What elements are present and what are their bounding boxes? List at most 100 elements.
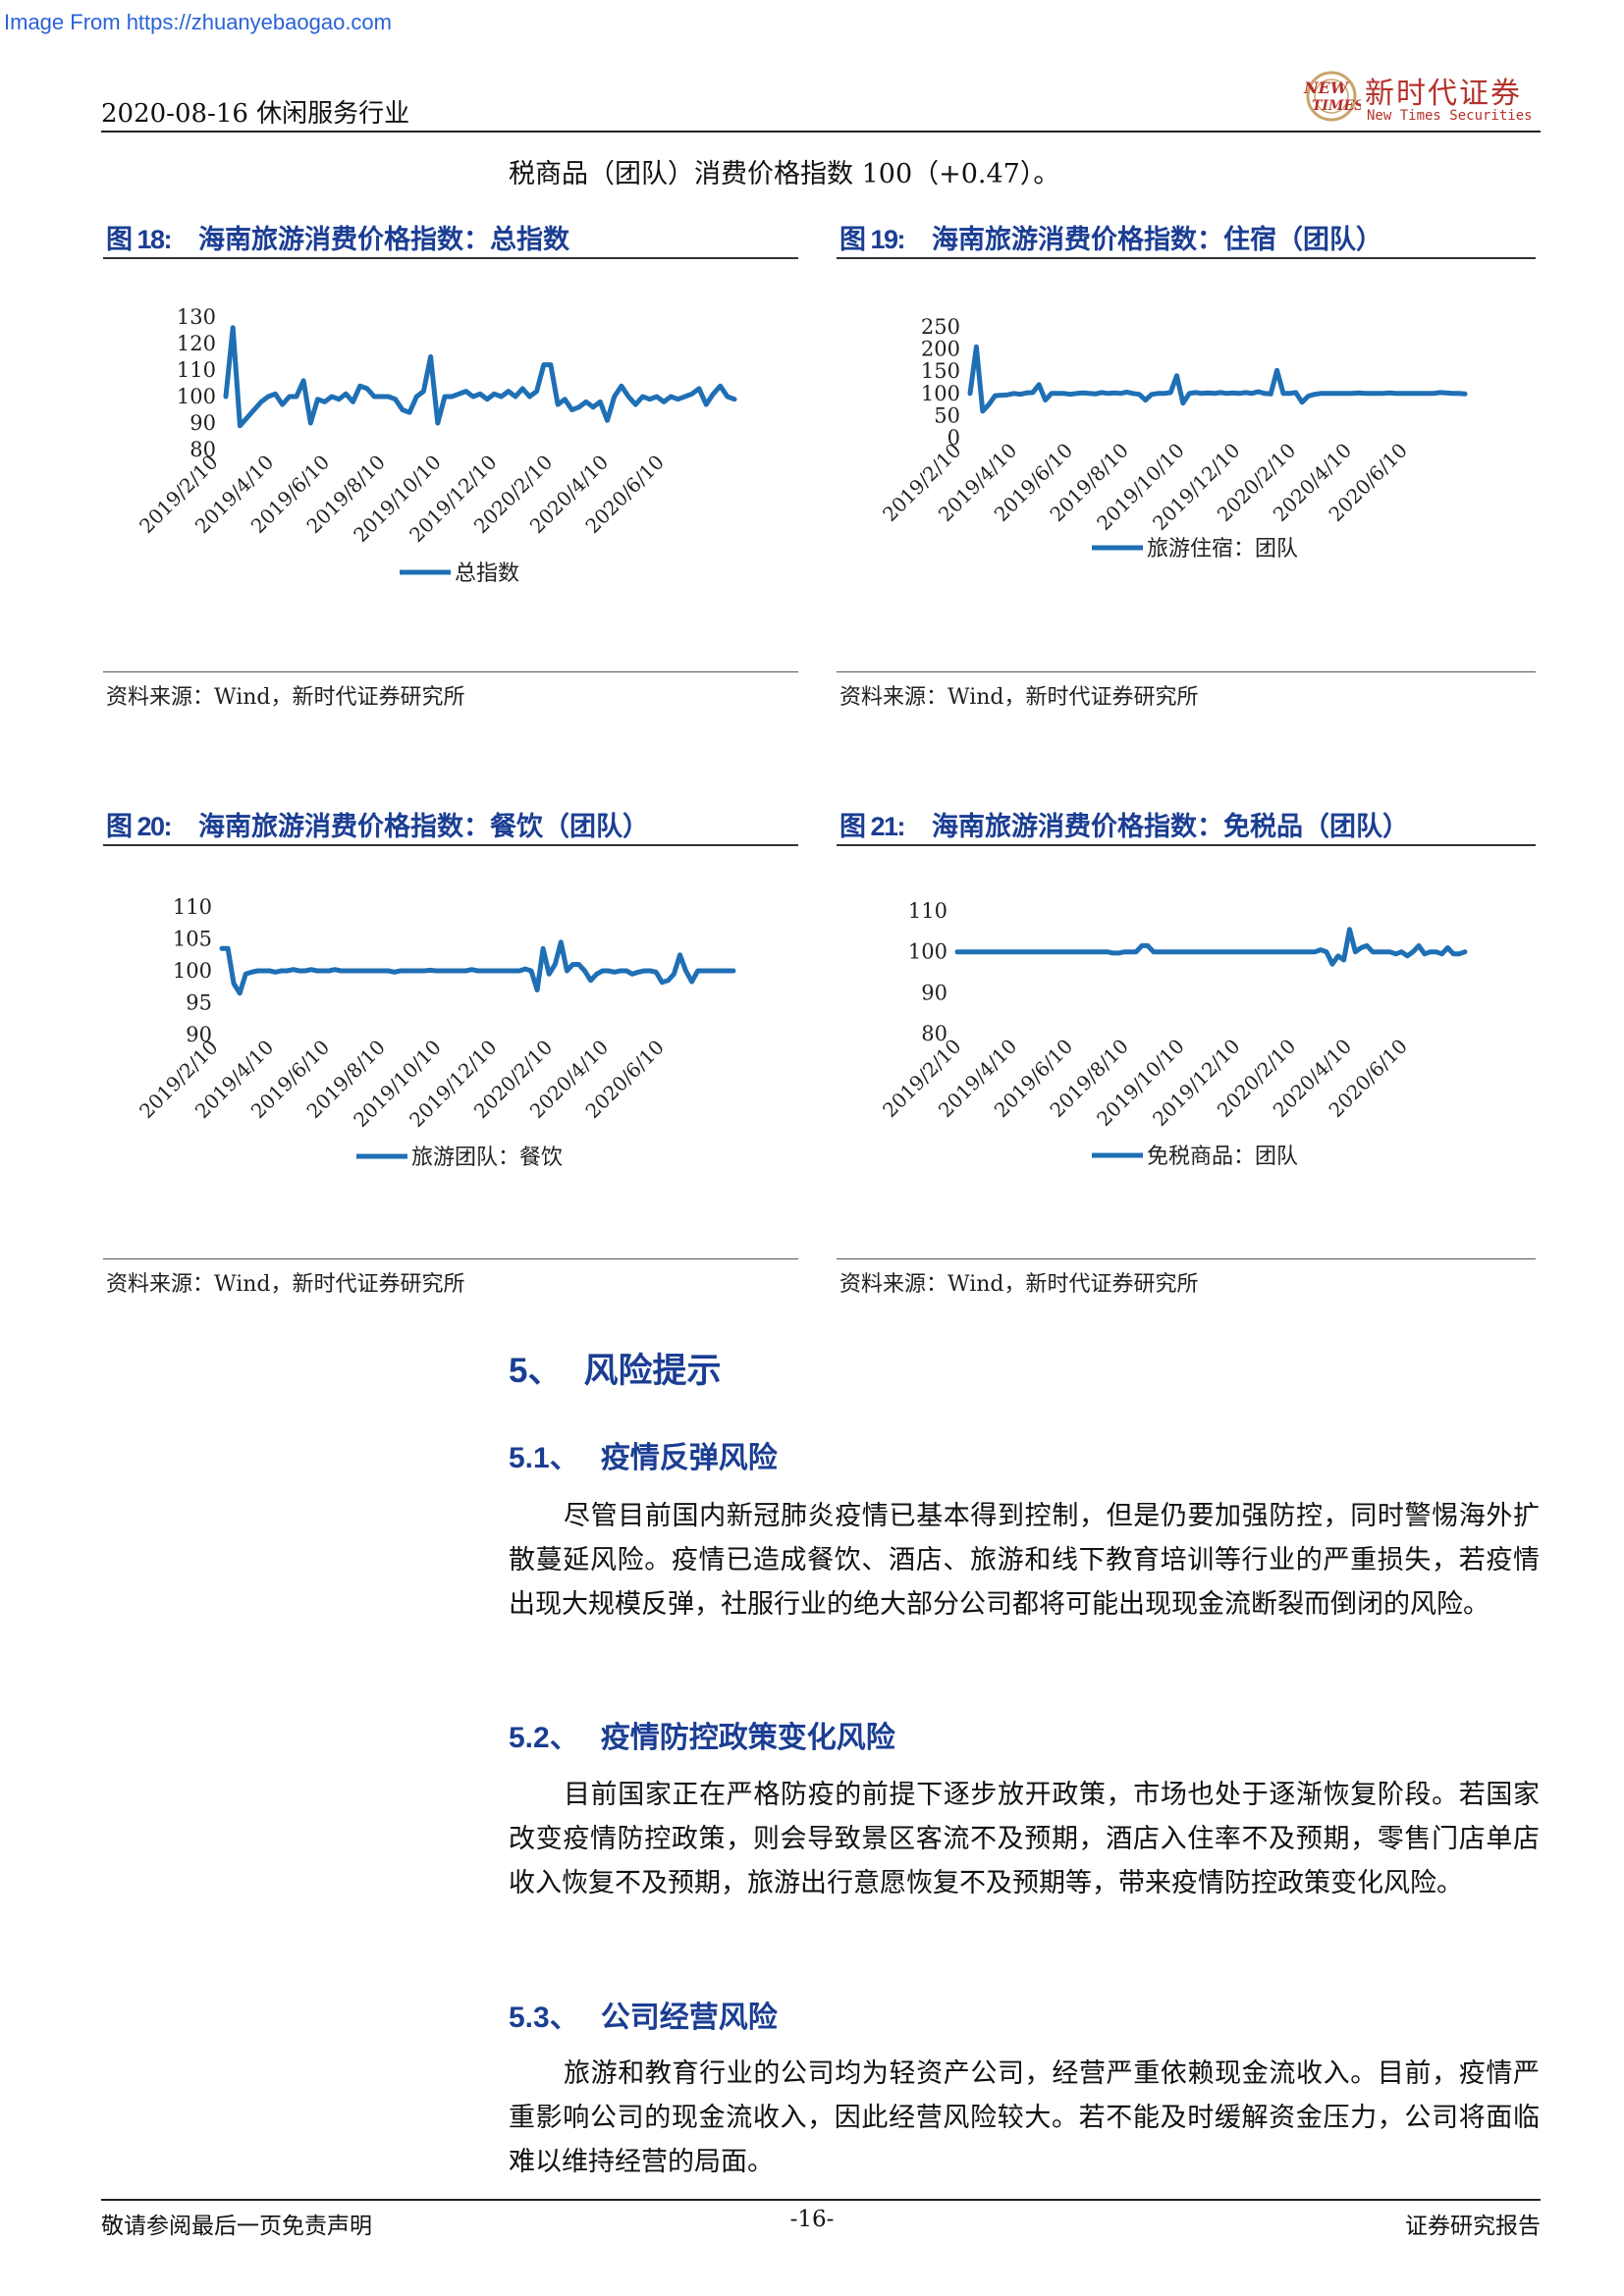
logo-mark-line1: NEW [1303, 79, 1350, 97]
figure-18-source: 资料来源：Wind，新时代证券研究所 [106, 685, 465, 710]
y-tick-label: 80 [921, 1022, 947, 1045]
figure-19-chart: 2502001501005002019/2/102019/4/102019/6/… [878, 315, 1468, 561]
section-5-heading: 5、 风险提示 [509, 1343, 721, 1393]
series-line [967, 344, 1468, 414]
y-tick-label: 120 [177, 332, 216, 355]
y-tick-label: 200 [921, 338, 960, 361]
logo-english-name: New Times Securities [1367, 108, 1533, 124]
subsection-5-1-title: 疫情反弹风险 [600, 1441, 778, 1475]
figure-21-source: 资料来源：Wind，新时代证券研究所 [839, 1272, 1199, 1297]
subsection-5-3-title: 公司经营风险 [600, 2001, 778, 2035]
subsection-5-1-number: 5.1、 [509, 1442, 579, 1474]
y-tick-label: 100 [173, 959, 212, 983]
figure-18-title: 图 18: 海南旅游消费价格指数：总指数 [106, 218, 569, 256]
source-watermark[interactable]: Image From https://zhuanyebaogao.com [4, 10, 392, 34]
y-tick-label: 0 [947, 426, 960, 450]
paragraph-line: 情严重影响公司的现金流收入，因此经营风险较大。若不能及时缓解资金压力，公 [509, 2058, 1541, 2133]
section-5-title: 风险提示 [583, 1351, 722, 1391]
figure-18-bottom-rule [103, 671, 798, 672]
subsection-5-3-paragraph: 旅游和教育行业的公司均为轻资产公司，经营严重依赖现金流收入。目前，疫情严重影响公… [509, 2052, 1540, 2184]
paragraph-line: 国家改变疫情防控政策，则会导致景区客流不及预期，酒店入住率不及预期，零售 [509, 1780, 1541, 1854]
paragraph-line: 的风险。 [1383, 1589, 1489, 1620]
paragraph-line: 司将面临难以维持经营的局面。 [509, 2103, 1541, 2177]
chart-legend: 总指数 [400, 561, 519, 586]
paragraph-line: 外扩散蔓延风险。疫情已造成餐饮、酒店、旅游和线下教育培训等行业的严重损失， [509, 1501, 1541, 1575]
header-date-industry: 2020-08-16 休闲服务行业 [101, 99, 410, 129]
figure-20-number: 图 20: [106, 812, 173, 841]
footer-rule [101, 2199, 1541, 2201]
subsection-5-1-paragraph: 尽管目前国内新冠肺炎疫情已基本得到控制，但是仍要加强防控，同时警惕海外扩散蔓延风… [509, 1494, 1540, 1627]
y-tick-label: 105 [173, 928, 212, 951]
subsection-5-2-title: 疫情防控政策变化风险 [600, 1721, 895, 1755]
y-tick-label: 150 [921, 359, 960, 383]
paragraph-line: 目前国家正在严格防疫的前提下逐步放开政策，市场也处于逐渐恢复阶段。若 [564, 1780, 1487, 1810]
y-tick-label: 130 [177, 305, 216, 329]
logo-chinese-name: 新时代证券 [1365, 77, 1522, 111]
legend-label: 总指数 [455, 561, 519, 586]
figure-18-caption: 海南旅游消费价格指数：总指数 [198, 225, 570, 255]
figure-19-title: 图 19: 海南旅游消费价格指数：住宿（团队） [839, 218, 1382, 256]
figure-19-top-rule [837, 257, 1536, 259]
figure-20-title: 图 20: 海南旅游消费价格指数：餐饮（团队） [106, 805, 649, 843]
figure-19-bottom-rule [837, 671, 1536, 672]
legend-label: 免税商品：团队 [1147, 1145, 1298, 1169]
paragraph-line: 化风险。 [1357, 1868, 1463, 1898]
header-rule [101, 131, 1541, 133]
paragraph-line: 尽管目前国内新冠肺炎疫情已基本得到控制，但是仍要加强防控，同时警惕海 [564, 1501, 1487, 1531]
y-tick-label: 250 [921, 315, 960, 339]
chart-legend: 旅游住宿：团队 [1092, 537, 1298, 561]
y-tick-label: 110 [173, 895, 212, 919]
figure-21-caption: 海南旅游消费价格指数：免税品（团队） [932, 812, 1410, 842]
subsection-5-2-heading: 5.2、 疫情防控政策变化风险 [509, 1713, 895, 1756]
y-tick-label: 90 [189, 411, 216, 435]
figure-20-top-rule [103, 844, 798, 846]
chart-legend: 免税商品：团队 [1092, 1145, 1298, 1169]
intro-line: 税商品（团队）消费价格指数 100（+0.47）。 [509, 159, 1060, 189]
subsection-5-3-heading: 5.3、 公司经营风险 [509, 1993, 778, 2036]
logo-mark-line2: TIMES [1312, 98, 1361, 114]
series-line [954, 927, 1468, 967]
y-tick-label: 110 [177, 358, 216, 382]
y-tick-label: 100 [177, 385, 216, 408]
figure-20-source: 资料来源：Wind，新时代证券研究所 [106, 1272, 465, 1297]
y-tick-label: 100 [908, 940, 947, 964]
figure-18-chart: 13012011010090802019/2/102019/4/102019/6… [135, 305, 737, 586]
figure-21-bottom-rule [837, 1258, 1536, 1259]
figure-21-top-rule [837, 844, 1536, 846]
footer-report-type: 证券研究报告 [1405, 2214, 1541, 2239]
subsection-5-3-number: 5.3、 [509, 2002, 579, 2034]
footer-disclaimer-note: 敬请参阅最后一页免责声明 [101, 2214, 372, 2239]
y-tick-label: 90 [921, 981, 947, 1004]
y-tick-label: 50 [934, 403, 960, 427]
y-tick-label: 90 [186, 1023, 212, 1046]
figure-20-chart: 11010510095902019/2/102019/4/102019/6/10… [135, 895, 736, 1170]
series-line [219, 939, 736, 996]
subsection-5-2-paragraph: 目前国家正在严格防疫的前提下逐步放开政策，市场也处于逐渐恢复阶段。若国家改变疫情… [509, 1773, 1540, 1905]
logo-mark-icon: NEW TIMES [1303, 71, 1361, 122]
company-logo: NEW TIMES 新时代证券 New Times Securities [1298, 67, 1543, 126]
paragraph-line: 旅游和教育行业的公司均为轻资产公司，经营严重依赖现金流收入。目前，疫 [564, 2058, 1487, 2089]
figure-19-number: 图 19: [839, 225, 906, 254]
figure-21-title: 图 21: 海南旅游消费价格指数：免税品（团队） [839, 805, 1409, 843]
paragraph-line: 若疫情出现大规模反弹，社服行业的绝大部分公司都将可能出现现金流断裂而倒闭 [509, 1545, 1541, 1620]
y-tick-label: 80 [189, 438, 216, 461]
figure-18-top-rule [103, 257, 798, 259]
figure-18-number: 图 18: [106, 225, 173, 254]
subsection-5-2-number: 5.2、 [509, 1722, 579, 1754]
figure-20-caption: 海南旅游消费价格指数：餐饮（团队） [198, 812, 650, 842]
figure-21-number: 图 21: [839, 812, 906, 841]
section-5-number: 5、 [509, 1352, 563, 1390]
figure-19-source: 资料来源：Wind，新时代证券研究所 [839, 685, 1199, 710]
figure-21-chart: 11010090802019/2/102019/4/102019/6/10201… [878, 899, 1468, 1169]
y-tick-label: 110 [908, 899, 947, 923]
y-tick-label: 95 [186, 991, 212, 1015]
figure-20-bottom-rule [103, 1258, 798, 1259]
y-tick-label: 100 [921, 382, 960, 405]
page-number: -16- [789, 2207, 835, 2232]
subsection-5-1-heading: 5.1、 疫情反弹风险 [509, 1433, 778, 1476]
legend-label: 旅游团队：餐饮 [411, 1146, 563, 1170]
paragraph-line: 门店单店收入恢复不及预期，旅游出行意愿恢复不及预期等，带来疫情防控政策变 [509, 1824, 1541, 1898]
legend-label: 旅游住宿：团队 [1147, 537, 1298, 561]
figure-19-caption: 海南旅游消费价格指数：住宿（团队） [932, 225, 1383, 255]
chart-legend: 旅游团队：餐饮 [356, 1146, 563, 1170]
